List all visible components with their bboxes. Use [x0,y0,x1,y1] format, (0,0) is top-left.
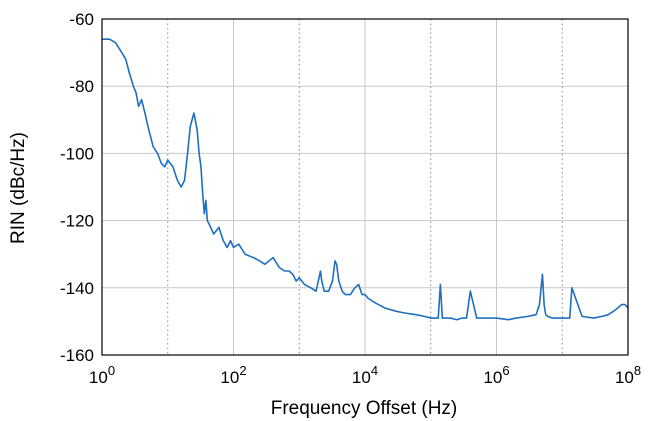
x-tick-label: 106 [483,363,509,387]
plot-border [101,18,629,356]
y-tick-label: -60 [69,10,94,29]
y-tick-label: -100 [60,144,94,163]
x-tick-labels: 100 102 104 106 108 [89,363,641,387]
x-tick-label: 108 [615,363,641,387]
series-line-0 [102,38,629,321]
y-tick-label: -160 [60,346,94,365]
x-tick-label: 104 [352,363,378,387]
x-tick-label: 102 [220,363,246,387]
x-axis-label: Frequency Offset (Hz) [271,398,458,419]
plot-frame [101,18,629,356]
y-tick-label: -140 [60,279,94,298]
series-layer [102,38,629,321]
y-tick-label: -80 [69,77,94,96]
y-tick-label: -120 [60,212,94,231]
x-tick-label: 100 [89,363,115,387]
grid [102,19,628,355]
y-axis-label: RIN (dBc/Hz) [8,132,29,244]
y-tick-labels: -160 -140 -120 -100 -80 -60 [60,10,94,365]
